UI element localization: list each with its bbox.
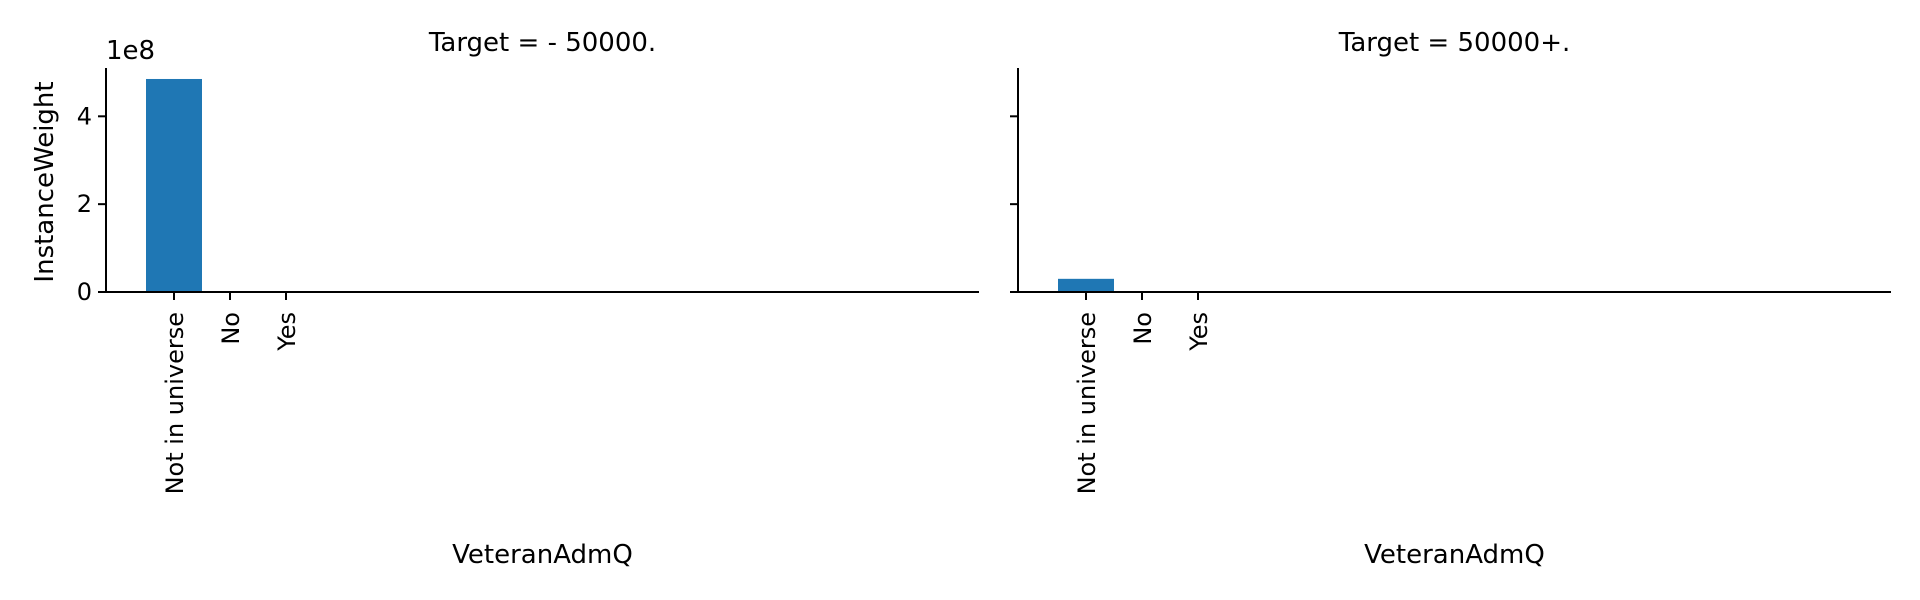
- chart-title: Target = - 50000.: [428, 28, 656, 58]
- y-tick-label: 2: [77, 190, 92, 218]
- x-axis-label: VeteranAdmQ: [1364, 540, 1545, 570]
- x-tick-label: No: [1129, 312, 1157, 345]
- x-tick-label: Not in universe: [1073, 312, 1101, 494]
- bar-not-in-universe: [146, 78, 202, 292]
- chart-title: Target = 50000+.: [1338, 28, 1571, 58]
- x-tick-label: Yes: [1185, 312, 1213, 352]
- chart-panel-1: 0 2 4 Not in universe No Yes Target = - 50000.…: [30, 28, 979, 570]
- chart-panel-2: Not in universe No Yes Target = 50000+. Vete…: [1010, 28, 1891, 570]
- y-tick-label: 0: [77, 278, 92, 306]
- x-tick-label: Not in universe: [161, 312, 189, 494]
- y-axis-multiplier: 1e8: [106, 36, 155, 66]
- x-tick-label: Yes: [273, 312, 301, 352]
- x-tick-label: No: [217, 312, 245, 345]
- y-tick-label: 4: [77, 102, 92, 130]
- y-axis-label: InstanceWeight: [30, 81, 60, 282]
- bar-not-in-universe: [1058, 278, 1114, 292]
- x-axis-label: VeteranAdmQ: [452, 540, 633, 570]
